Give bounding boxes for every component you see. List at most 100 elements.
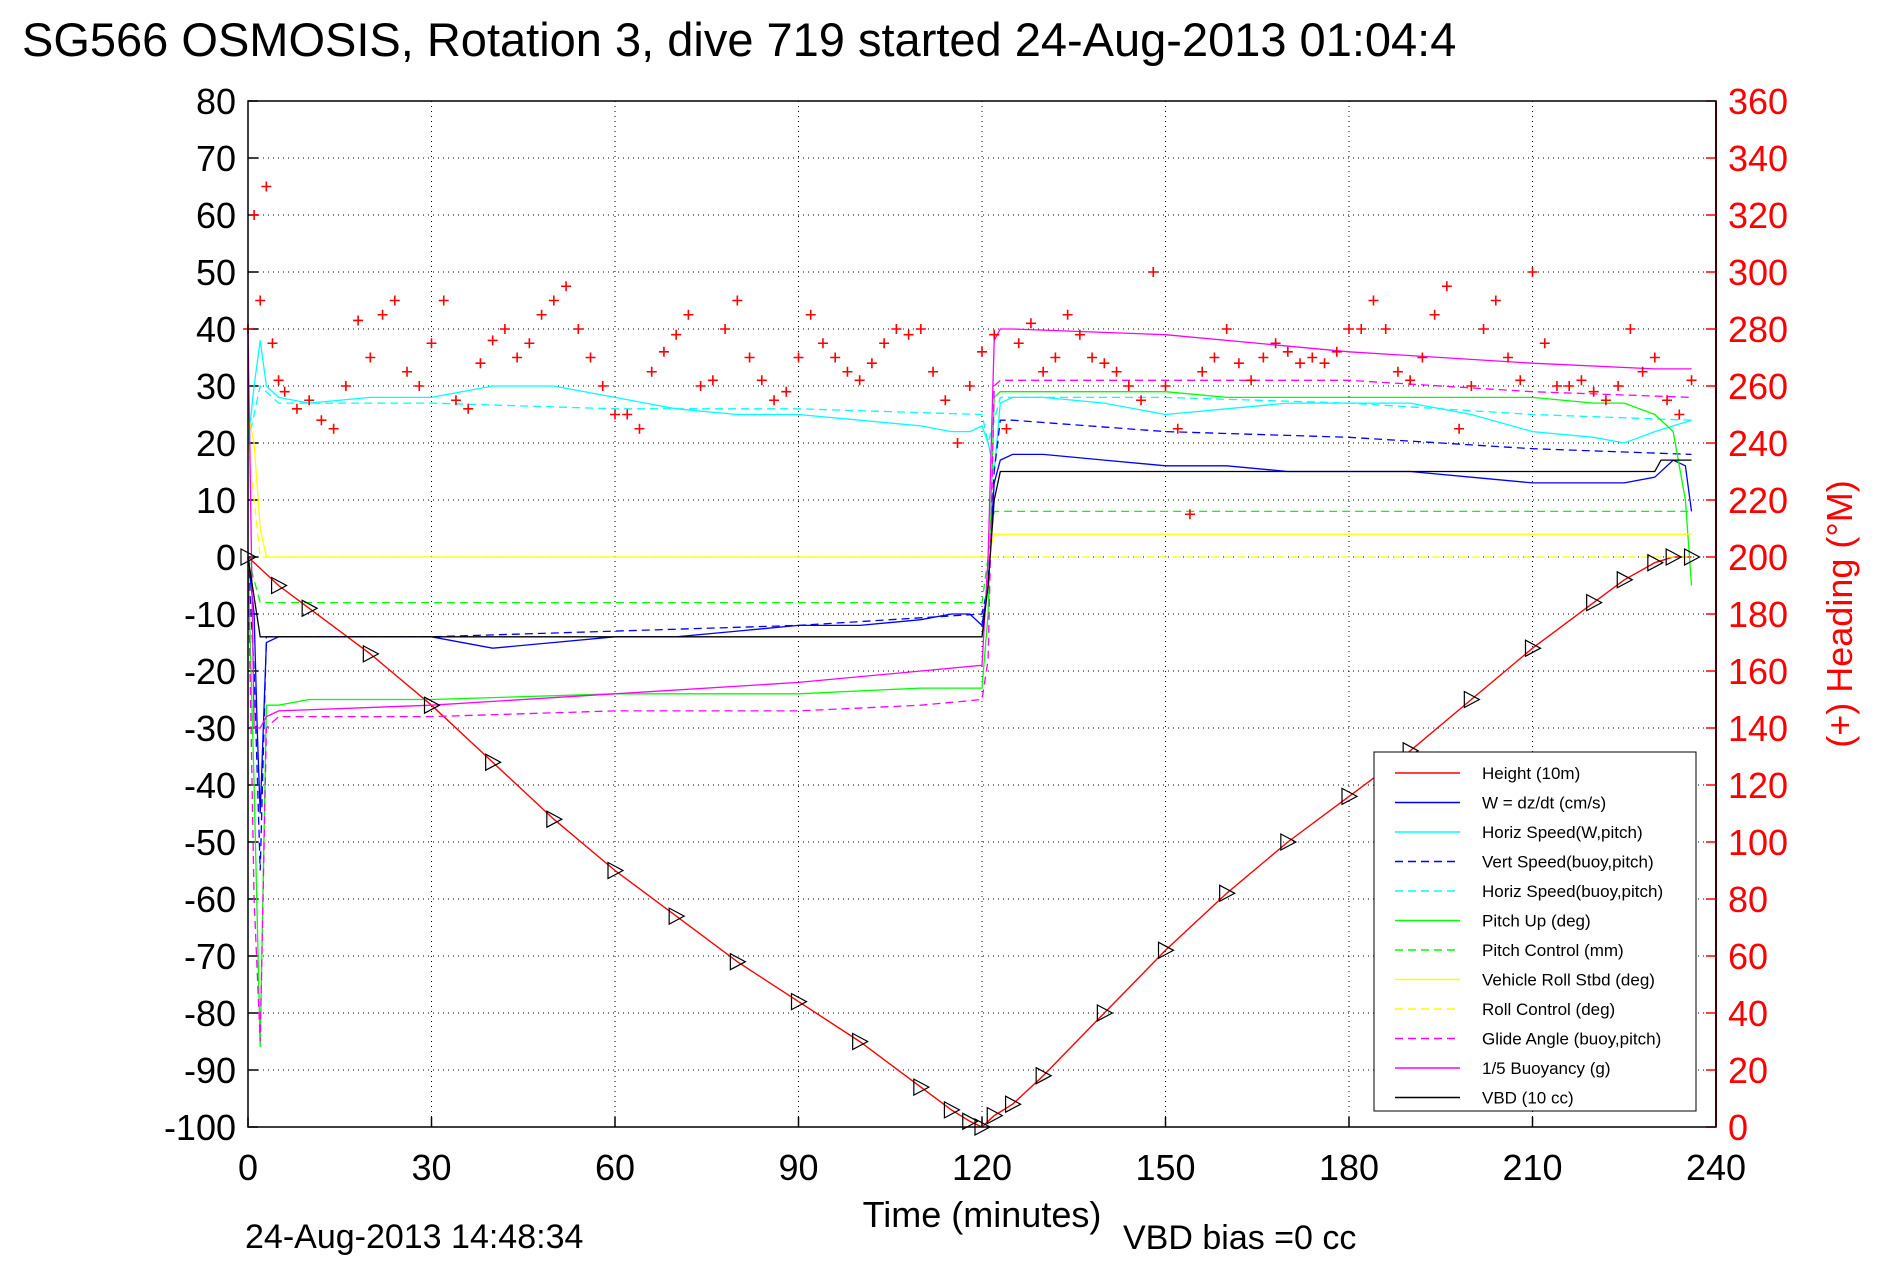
heading-point-marker bbox=[304, 395, 315, 406]
height-point-marker bbox=[852, 1032, 869, 1051]
heading-point-marker bbox=[249, 210, 260, 220]
y-tick-label: 70 bbox=[196, 138, 236, 179]
series-roll-line bbox=[247, 414, 1692, 558]
heading-point-marker bbox=[1148, 267, 1159, 277]
height-point-marker bbox=[1524, 639, 1542, 658]
y-tick-label: 30 bbox=[196, 366, 236, 407]
heading-point-marker bbox=[1539, 338, 1550, 349]
heading-point-marker bbox=[634, 423, 645, 434]
series-roll_ctl-line bbox=[247, 442, 1692, 558]
y2-tick-label: 160 bbox=[1728, 651, 1788, 692]
y2-tick-label: 240 bbox=[1728, 423, 1788, 464]
heading-point-marker bbox=[536, 309, 547, 320]
y2-tick-label: 0 bbox=[1728, 1107, 1748, 1148]
heading-point-marker bbox=[903, 329, 914, 340]
y-tick-label: -80 bbox=[184, 993, 236, 1034]
heading-point-marker bbox=[1564, 381, 1575, 391]
heading-point-marker bbox=[1013, 338, 1024, 349]
heading-point-marker bbox=[1588, 386, 1599, 397]
y2-tick-label: 80 bbox=[1728, 879, 1768, 920]
x-tick-label: 90 bbox=[778, 1147, 818, 1188]
heading-point-marker bbox=[1050, 352, 1061, 363]
heading-point-marker bbox=[1551, 381, 1562, 391]
y2-tick-label: 340 bbox=[1728, 138, 1788, 179]
heading-point-marker bbox=[1074, 329, 1085, 340]
heading-point-marker bbox=[1466, 381, 1477, 391]
y2-tick-label: 60 bbox=[1728, 936, 1768, 977]
heading-point-marker bbox=[720, 324, 731, 334]
series-vert_buoy-line bbox=[247, 419, 1692, 871]
y-tick-label: 0 bbox=[216, 537, 236, 578]
height-point-marker bbox=[1219, 884, 1236, 903]
heading-point-marker bbox=[573, 324, 584, 334]
legend-box bbox=[1373, 751, 1697, 1112]
heading-point-marker bbox=[1368, 295, 1379, 306]
legend-label: 1/5 Buoyancy (g) bbox=[1482, 1059, 1611, 1078]
heading-point-marker bbox=[340, 381, 351, 391]
height-point-marker bbox=[962, 1112, 980, 1131]
heading-point-marker bbox=[646, 366, 657, 377]
height-point-marker bbox=[729, 952, 747, 971]
heading-point-marker bbox=[805, 309, 816, 320]
y-tick-label: -50 bbox=[184, 822, 236, 863]
height-point-marker bbox=[301, 599, 319, 618]
heading-point-marker bbox=[817, 338, 828, 349]
y-tick-label: -40 bbox=[184, 765, 236, 806]
y2-tick-label: 20 bbox=[1728, 1050, 1768, 1091]
heading-point-marker bbox=[842, 366, 853, 377]
legend-label: Horiz Speed(buoy,pitch) bbox=[1482, 882, 1663, 901]
y-tick-label: 20 bbox=[196, 423, 236, 464]
heading-point-marker bbox=[756, 375, 767, 386]
heading-point-marker bbox=[1490, 295, 1501, 306]
right-axis-label: (+) Heading (°M) bbox=[1819, 480, 1860, 747]
heading-point-marker bbox=[1025, 318, 1036, 329]
heading-point-marker bbox=[377, 309, 388, 320]
x-tick-label: 150 bbox=[1135, 1147, 1195, 1188]
legend-label: Pitch Up (deg) bbox=[1482, 912, 1591, 931]
heading-point-marker bbox=[1662, 395, 1673, 406]
heading-point-marker bbox=[1270, 338, 1281, 349]
heading-point-marker bbox=[793, 352, 804, 363]
heading-point-marker bbox=[1417, 352, 1428, 363]
heading-point-marker bbox=[744, 352, 755, 363]
x-tick-label: 240 bbox=[1686, 1147, 1746, 1188]
heading-point-marker bbox=[891, 324, 902, 334]
heading-point-marker bbox=[781, 386, 792, 397]
height-point-marker bbox=[362, 644, 380, 663]
heading-point-marker bbox=[1576, 375, 1587, 386]
heading-point-marker bbox=[1038, 366, 1049, 377]
y-tick-label: -20 bbox=[184, 651, 236, 692]
legend-label: Vehicle Roll Stbd (deg) bbox=[1482, 971, 1655, 990]
y-tick-label: 80 bbox=[196, 81, 236, 122]
height-point-marker bbox=[270, 576, 288, 595]
heading-point-marker bbox=[597, 381, 608, 391]
heading-point-marker bbox=[1429, 309, 1440, 320]
y-tick-label: 50 bbox=[196, 252, 236, 293]
heading-point-marker bbox=[1307, 352, 1318, 363]
heading-point-marker bbox=[561, 281, 572, 292]
heading-point-marker bbox=[1258, 352, 1269, 363]
height-point-marker bbox=[1463, 690, 1481, 709]
legend-label: W = dz/dt (cm/s) bbox=[1482, 794, 1606, 813]
heading-point-marker bbox=[389, 295, 400, 306]
height-point-marker bbox=[1280, 833, 1298, 851]
height-point-marker bbox=[943, 1100, 961, 1119]
legend: Height (10m) W = dz/dt (cm/s) Horiz Speed(… bbox=[1373, 751, 1697, 1112]
heading-point-marker bbox=[658, 346, 669, 357]
heading-point-marker bbox=[402, 366, 413, 377]
height-point-marker bbox=[986, 1106, 1004, 1125]
heading-point-marker bbox=[414, 381, 425, 391]
heading-point-marker bbox=[1136, 395, 1147, 406]
heading-point-marker bbox=[524, 338, 535, 349]
y2-tick-label: 280 bbox=[1728, 309, 1788, 350]
y2-tick-label: 100 bbox=[1728, 822, 1788, 863]
heading-point-marker bbox=[1233, 358, 1244, 369]
heading-point-marker bbox=[1160, 381, 1171, 391]
height-point-marker bbox=[913, 1078, 931, 1097]
heading-point-marker bbox=[1001, 423, 1012, 434]
y2-tick-label: 40 bbox=[1728, 993, 1768, 1034]
heading-point-marker bbox=[1184, 509, 1195, 520]
heading-point-marker bbox=[683, 309, 694, 320]
series-glide-line bbox=[247, 379, 1692, 1042]
heading-point-marker bbox=[854, 375, 865, 386]
